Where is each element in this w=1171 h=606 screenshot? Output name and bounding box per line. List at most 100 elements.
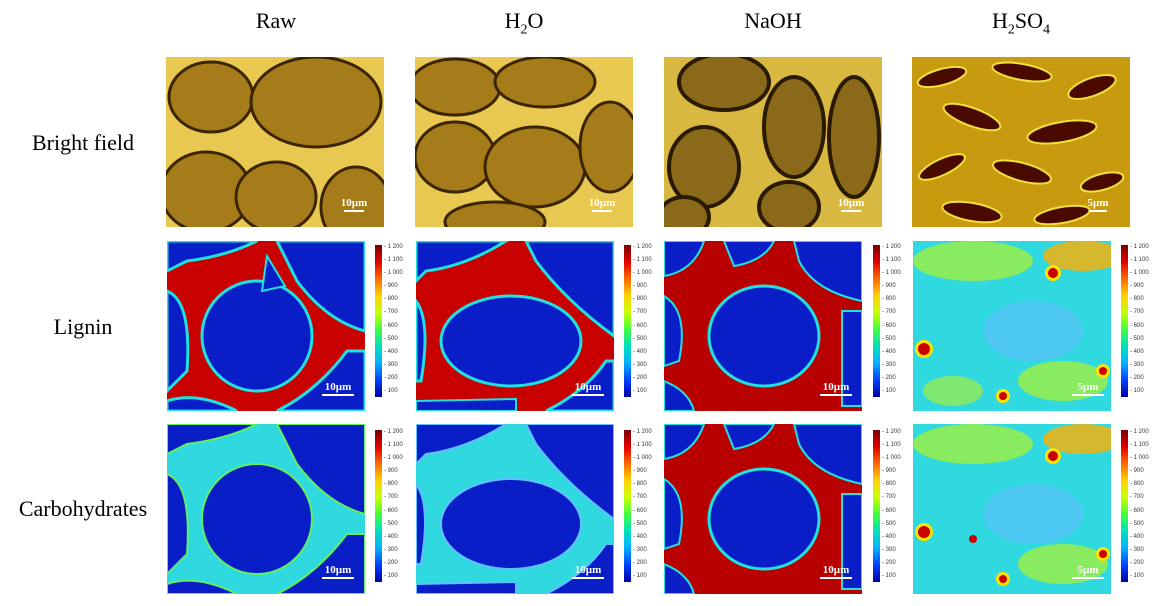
scale-bar-carbo-h2so4: 5µm: [1070, 564, 1106, 579]
row-header-carbohydrates: Carbohydrates: [18, 496, 148, 521]
brightfield-raw: [166, 57, 384, 227]
column-header-raw: Raw: [255, 8, 297, 33]
colorbar-tick-label: - 1 000: [1130, 455, 1149, 462]
colorbar-tick-label: - 800: [882, 481, 896, 488]
colorbar-tick-label: - 400: [633, 348, 647, 355]
lignin-h2o: [416, 241, 614, 411]
lignin-raw: [167, 241, 365, 411]
colorbar-tick-label: - 800: [384, 296, 398, 303]
colorbar-tick-label: - 200: [1130, 374, 1144, 381]
colorbar-tick-label: - 1 200: [1130, 244, 1149, 250]
colorbar-tick-label: - 200: [384, 559, 398, 566]
colorbar-tick-label: - 100: [384, 388, 398, 394]
colorbar-tick-label: - 900: [633, 283, 647, 290]
colorbar-tick-label: - 800: [882, 296, 896, 303]
colorbar-tick-label: - 500: [1130, 520, 1144, 527]
colorbar-tick-label: - 1 000: [384, 455, 403, 462]
colorbar-tick-label: - 1 200: [633, 244, 652, 250]
colorbar-tick-label: - 700: [1130, 309, 1144, 316]
carbohydrates-h2so4: [913, 424, 1111, 594]
colorbar-tick-label: - 1 100: [1130, 442, 1149, 449]
carbohydrates-raw: [167, 424, 365, 594]
colorbar-tick-label: - 400: [384, 348, 398, 355]
colorbar-lignin-raw: [375, 245, 382, 397]
colorbar-ticks: - 1 200 - 1 100 - 1 000 - 900 - 800 - 700 - 60…: [384, 242, 418, 394]
lignin-h2so4: [913, 241, 1111, 411]
colorbar-tick-label: - 300: [384, 546, 398, 553]
scale-bar-bright-raw: 10µm: [336, 197, 372, 212]
colorbar-tick-label: - 600: [384, 322, 398, 329]
scale-bar-carbo-raw: 10µm: [320, 564, 356, 579]
scale-bar-carbo-h2o: 10µm: [570, 564, 606, 579]
colorbar-tick-label: - 100: [633, 388, 647, 394]
colorbar-tick-label: - 400: [1130, 348, 1144, 355]
colorbar-tick-label: - 200: [633, 374, 647, 381]
colorbar-tick-label: - 900: [384, 283, 398, 290]
colorbar-tick-label: - 900: [882, 468, 896, 475]
colorbar-tick-label: - 200: [633, 559, 647, 566]
colorbar-ticks: - 1 200 - 1 100 - 1 000 - 900 - 800 - 700 - 60…: [384, 427, 418, 579]
colorbar-tick-label: - 1 200: [633, 429, 652, 435]
colorbar-tick-label: - 900: [882, 283, 896, 290]
colorbar-tick-label: - 1 100: [882, 442, 901, 449]
colorbar-tick-label: - 800: [1130, 296, 1144, 303]
colorbar-lignin-naoh: [873, 245, 880, 397]
colorbar-tick-label: - 100: [633, 573, 647, 579]
colorbar-tick-label: - 1 200: [882, 429, 901, 435]
colorbar-tick-label: - 500: [882, 335, 896, 342]
colorbar-tick-label: - 1 100: [633, 442, 652, 449]
scale-bar-lignin-naoh: 10µm: [818, 381, 854, 396]
colorbar-tick-label: - 1 200: [384, 429, 403, 435]
row-header-bright-field: Bright field: [31, 130, 135, 155]
colorbar-tick-label: - 800: [633, 481, 647, 488]
column-header-h2o: H2O: [504, 8, 544, 38]
column-header-naoh: NaOH: [744, 8, 802, 33]
colorbar-tick-label: - 600: [633, 322, 647, 329]
colorbar-tick-label: - 500: [384, 335, 398, 342]
colorbar-tick-label: - 700: [882, 494, 896, 501]
colorbar-tick-label: - 1 200: [882, 244, 901, 250]
colorbar-carbo-h2so4: [1121, 430, 1128, 582]
scale-bar-bright-naoh: 10µm: [833, 197, 869, 212]
colorbar-ticks: - 1 200 - 1 100 - 1 000 - 900 - 800 - 700 - 60…: [1130, 427, 1164, 579]
colorbar-tick-label: - 900: [384, 468, 398, 475]
colorbar-tick-label: - 700: [384, 494, 398, 501]
column-header-h2so4: H2SO4: [991, 8, 1050, 38]
scale-bar-lignin-raw: 10µm: [320, 381, 356, 396]
colorbar-tick-label: - 700: [633, 309, 647, 316]
colorbar-tick-label: - 400: [882, 348, 896, 355]
colorbar-tick-label: - 1 000: [882, 270, 901, 277]
colorbar-ticks: - 1 200 - 1 100 - 1 000 - 900 - 800 - 700 - 60…: [1130, 242, 1164, 394]
colorbar-tick-label: - 1 000: [1130, 270, 1149, 277]
colorbar-tick-label: - 100: [384, 573, 398, 579]
colorbar-tick-label: - 900: [1130, 283, 1144, 290]
carbohydrates-h2o: [416, 424, 614, 594]
colorbar-tick-label: - 300: [633, 546, 647, 553]
colorbar-tick-label: - 800: [1130, 481, 1144, 488]
colorbar-ticks: - 1 200 - 1 100 - 1 000 - 900 - 800 - 700 - 60…: [882, 242, 916, 394]
scale-bar-bright-h2so4: 5µm: [1083, 197, 1113, 212]
brightfield-naoh: [664, 57, 882, 227]
colorbar-tick-label: - 500: [1130, 335, 1144, 342]
colorbar-tick-label: - 600: [1130, 507, 1144, 514]
colorbar-carbo-raw: [375, 430, 382, 582]
colorbar-tick-label: - 1 100: [384, 442, 403, 449]
colorbar-tick-label: - 1 100: [882, 257, 901, 264]
colorbar-tick-label: - 1 100: [633, 257, 652, 264]
colorbar-lignin-h2o: [624, 245, 631, 397]
colorbar-carbo-naoh: [873, 430, 880, 582]
colorbar-tick-label: - 300: [882, 361, 896, 368]
colorbar-tick-label: - 600: [384, 507, 398, 514]
colorbar-tick-label: - 700: [633, 494, 647, 501]
brightfield-h2so4: [912, 57, 1130, 227]
colorbar-tick-label: - 600: [1130, 322, 1144, 329]
colorbar-tick-label: - 700: [384, 309, 398, 316]
colorbar-ticks: - 1 200 - 1 100 - 1 000 - 900 - 800 - 700 - 60…: [633, 242, 667, 394]
colorbar-tick-label: - 900: [633, 468, 647, 475]
colorbar-tick-label: - 500: [384, 520, 398, 527]
colorbar-tick-label: - 800: [384, 481, 398, 488]
colorbar-tick-label: - 400: [384, 533, 398, 540]
brightfield-h2o: [415, 57, 633, 227]
colorbar-tick-label: - 300: [882, 546, 896, 553]
colorbar-tick-label: - 300: [633, 361, 647, 368]
